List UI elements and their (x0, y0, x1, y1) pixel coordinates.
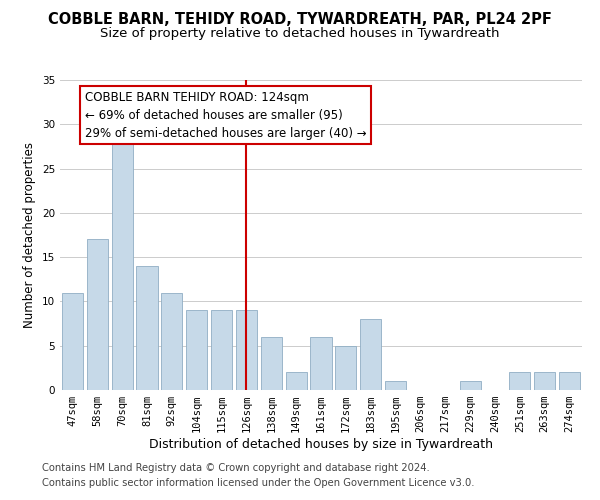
Text: Contains HM Land Registry data © Crown copyright and database right 2024.
Contai: Contains HM Land Registry data © Crown c… (42, 462, 475, 487)
Bar (534, 372, 555, 390)
Bar (310, 337, 332, 390)
Bar (460, 381, 481, 390)
Bar (136, 266, 158, 390)
Bar (161, 292, 182, 390)
Bar (87, 240, 108, 390)
Bar (335, 346, 356, 390)
Bar (62, 292, 83, 390)
Bar (236, 310, 257, 390)
Bar (261, 337, 282, 390)
Bar (385, 381, 406, 390)
Bar (286, 372, 307, 390)
Bar (211, 310, 232, 390)
Y-axis label: Number of detached properties: Number of detached properties (23, 142, 37, 328)
Text: COBBLE BARN TEHIDY ROAD: 124sqm
← 69% of detached houses are smaller (95)
29% of: COBBLE BARN TEHIDY ROAD: 124sqm ← 69% of… (85, 90, 367, 140)
Bar (509, 372, 530, 390)
Bar (360, 319, 381, 390)
Bar (559, 372, 580, 390)
X-axis label: Distribution of detached houses by size in Tywardreath: Distribution of detached houses by size … (149, 438, 493, 451)
Bar (186, 310, 207, 390)
Bar (112, 133, 133, 390)
Text: Size of property relative to detached houses in Tywardreath: Size of property relative to detached ho… (100, 28, 500, 40)
Text: COBBLE BARN, TEHIDY ROAD, TYWARDREATH, PAR, PL24 2PF: COBBLE BARN, TEHIDY ROAD, TYWARDREATH, P… (48, 12, 552, 28)
